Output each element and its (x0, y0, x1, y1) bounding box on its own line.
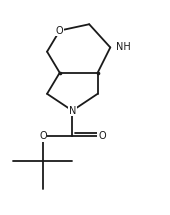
Text: O: O (56, 26, 64, 35)
Text: NH: NH (116, 42, 130, 52)
Text: O: O (39, 131, 47, 141)
Text: O: O (98, 131, 106, 141)
Text: N: N (69, 106, 76, 116)
